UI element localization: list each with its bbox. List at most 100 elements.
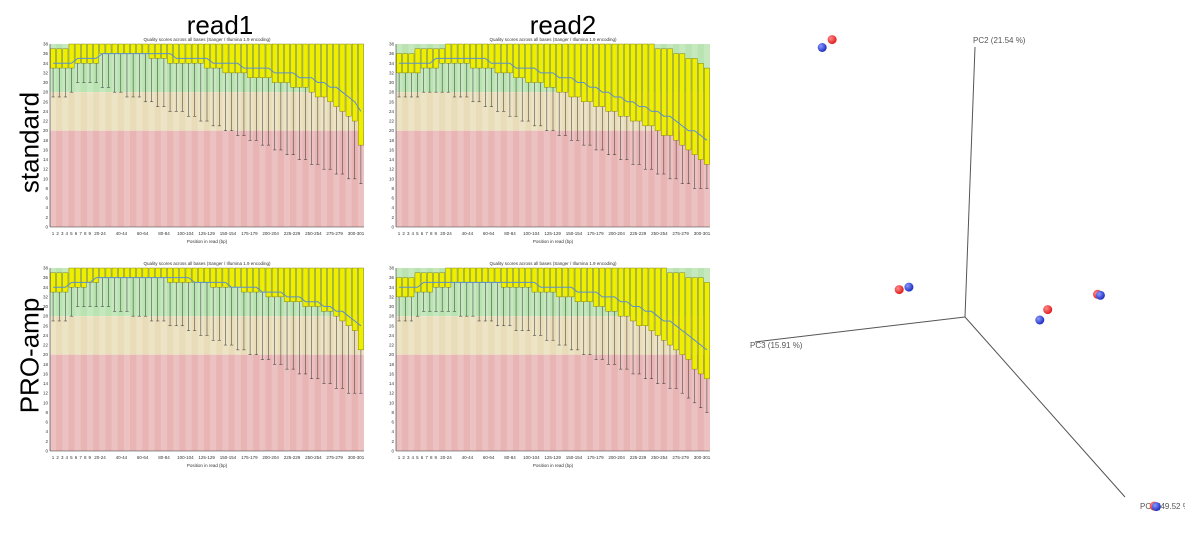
- quality-box: [118, 43, 124, 54]
- column-stripe: [445, 268, 452, 451]
- x-axis-label: Position in read (bp): [187, 463, 228, 468]
- y-tick-label: 0: [45, 225, 48, 230]
- x-tick-label: 1: [52, 231, 55, 236]
- quality-box: [531, 43, 538, 83]
- y-tick-label: 6: [391, 196, 394, 201]
- quality-box: [290, 267, 296, 302]
- quality-box: [636, 43, 642, 122]
- quality-box: [87, 43, 93, 64]
- quality-box: [457, 267, 464, 283]
- blue-sample-point: [817, 43, 827, 52]
- y-tick-label: 24: [43, 333, 49, 338]
- x-tick-label: 275-279: [326, 231, 343, 236]
- mean-quality-line: [399, 281, 708, 351]
- quality-box: [204, 267, 210, 283]
- x-axis-label: Position in read (bp): [533, 239, 574, 244]
- quality-box: [414, 272, 421, 293]
- column-stripe: [210, 268, 217, 451]
- quality-box: [333, 267, 340, 317]
- pca-scatter-chart: PC1 (49.52 %) PC2 (21.54 %) PC3 (15.91 %): [750, 35, 1185, 512]
- column-stripe: [506, 44, 513, 227]
- column-stripe: [531, 268, 538, 451]
- quality-box: [308, 43, 315, 93]
- x-tick-label: 125-129: [198, 455, 215, 460]
- quality-box: [580, 43, 587, 102]
- y-tick-label: 22: [389, 119, 395, 124]
- column-stripe: [197, 268, 204, 451]
- quality-box: [278, 267, 284, 298]
- quality-box: [259, 43, 266, 78]
- quality-box: [241, 267, 247, 293]
- x-tick-label: 125-129: [544, 455, 561, 460]
- quality-box: [617, 43, 624, 117]
- quality-box: [62, 272, 69, 293]
- y-tick-label: 32: [43, 70, 49, 75]
- quality-box: [173, 43, 180, 64]
- quality-box: [228, 43, 235, 74]
- quality-box: [167, 267, 173, 283]
- x-tick-label: 8: [430, 231, 433, 236]
- y-tick-label: 8: [45, 186, 48, 191]
- x-tick-label: 1: [398, 455, 401, 460]
- x-tick-label: 225-229: [630, 231, 647, 236]
- quality-box: [315, 43, 321, 98]
- quality-box: [439, 48, 445, 64]
- quality-box: [556, 43, 562, 93]
- quality-box: [234, 267, 241, 288]
- quality-box: [271, 267, 278, 298]
- x-tick-label: 175-179: [587, 231, 604, 236]
- quality-box: [507, 43, 513, 74]
- quality-box: [358, 267, 364, 351]
- quality-box: [136, 267, 143, 278]
- column-stripe: [160, 268, 167, 451]
- x-tick-label: 2: [56, 455, 59, 460]
- quality-box: [525, 267, 532, 288]
- column-header-read2: read2: [529, 10, 597, 40]
- quality-box: [482, 43, 489, 69]
- column-stripe: [136, 268, 143, 451]
- quality-chart-standard-read2: Quality scores across all bases (Sanger …: [389, 37, 711, 244]
- red-sample-point: [827, 35, 837, 45]
- column-stripe: [197, 44, 204, 227]
- x-tick-label: 175-179: [241, 231, 258, 236]
- y-tick-label: 16: [389, 147, 395, 152]
- quality-box: [673, 272, 679, 351]
- quality-box: [136, 43, 143, 54]
- quality-box: [630, 267, 636, 322]
- y-tick-label: 36: [389, 51, 395, 56]
- quality-box: [470, 43, 476, 69]
- quality-box: [661, 48, 667, 136]
- x-tick-label: 80-84: [158, 231, 170, 236]
- column-stripe: [420, 268, 427, 451]
- quality-box: [290, 43, 296, 88]
- column-stripe: [185, 268, 192, 451]
- column-stripe: [457, 268, 464, 451]
- quality-box: [185, 267, 192, 283]
- y-tick-label: 0: [391, 449, 394, 454]
- quality-box: [679, 272, 686, 355]
- quality-box: [198, 267, 204, 283]
- x-tick-label: 250-254: [305, 231, 322, 236]
- quality-box: [685, 277, 692, 360]
- column-stripe: [543, 268, 550, 451]
- x-tick-label: 7: [425, 455, 428, 460]
- column-stripe: [62, 44, 69, 227]
- y-tick-label: 18: [43, 138, 49, 143]
- x-tick-label: 2: [402, 455, 405, 460]
- column-stripe: [111, 44, 118, 227]
- quality-box: [531, 267, 538, 293]
- mean-quality-line: [53, 277, 362, 327]
- column-stripe: [580, 268, 587, 451]
- x-tick-label: 40-44: [116, 455, 128, 460]
- column-stripe: [74, 44, 81, 227]
- quality-box: [228, 267, 235, 288]
- column-stripe: [420, 44, 427, 227]
- x-tick-label: 100-104: [523, 455, 540, 460]
- y-tick-label: 24: [43, 109, 49, 114]
- y-tick-label: 20: [389, 352, 395, 357]
- x-tick-label: 60-64: [137, 455, 149, 460]
- y-tick-label: 18: [389, 138, 395, 143]
- quality-box: [427, 48, 433, 69]
- x-tick-label: 275-279: [672, 455, 689, 460]
- quality-box: [587, 43, 593, 102]
